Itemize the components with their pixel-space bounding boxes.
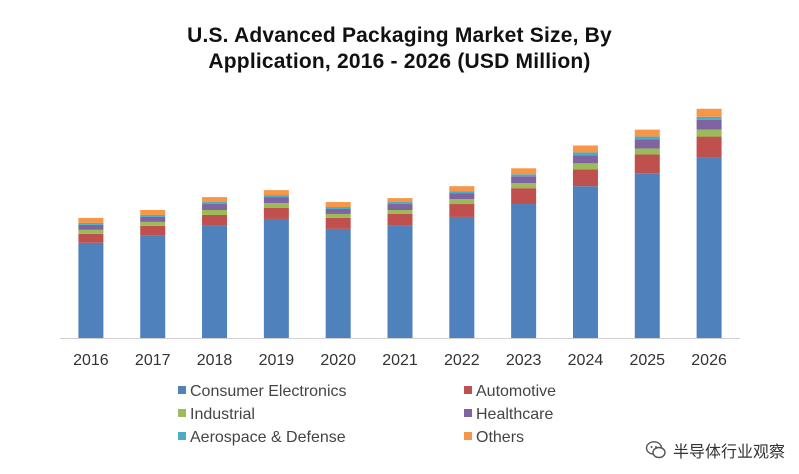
bar-2019-healthcare: [263, 197, 289, 204]
legend-label: Automotive: [476, 383, 556, 400]
bar-2019-industrial: [263, 203, 289, 209]
bar-2021-automotive: [387, 213, 413, 226]
bar-2022-industrial: [449, 199, 475, 205]
watermark-text: 半导体行业观察: [672, 442, 785, 461]
bar-2019-aerospace-defense: [263, 195, 289, 198]
bar-2024-aerospace-defense: [572, 152, 598, 156]
bar-2026-healthcare: [696, 119, 722, 130]
legend-swatch: [464, 386, 472, 394]
bar-2024-others: [572, 145, 598, 153]
bar-2018-aerospace-defense: [202, 202, 228, 205]
bar-2026-consumer-electronics: [696, 157, 722, 338]
bar-2016-aerospace-defense: [78, 222, 104, 225]
x-tick-label: 2020: [320, 352, 356, 369]
bar-2022-automotive: [449, 204, 475, 217]
bar-2023-others: [511, 168, 537, 175]
bar-2016-healthcare: [78, 224, 104, 230]
bar-2017-others: [140, 209, 166, 215]
legend-swatch: [178, 409, 186, 417]
bar-2019-automotive: [263, 208, 289, 219]
legend-swatch: [464, 432, 472, 440]
legend-label: Others: [476, 429, 524, 446]
legend-label: Consumer Electronics: [190, 383, 347, 400]
bar-2018-automotive: [202, 214, 228, 226]
bar-2023-healthcare: [511, 176, 537, 184]
x-tick-label: 2026: [691, 352, 727, 369]
legend-swatch: [178, 432, 186, 440]
watermark: 半导体行业观察: [645, 438, 785, 462]
bar-2020-consumer-electronics: [325, 228, 351, 338]
bar-2020-others: [325, 202, 351, 208]
bar-2020-industrial: [325, 213, 351, 218]
x-tick-label: 2016: [73, 352, 109, 369]
bar-2018-others: [202, 197, 228, 203]
bar-2021-industrial: [387, 209, 413, 214]
bar-2025-industrial: [634, 148, 660, 155]
bar-2016-industrial: [78, 229, 104, 234]
bar-2018-healthcare: [202, 204, 228, 210]
bar-2017-automotive: [140, 225, 166, 236]
chart-title-line-2: Application, 2016 - 2026 (USD Million): [208, 50, 591, 73]
bar-2016-others: [78, 217, 104, 223]
bar-2025-consumer-electronics: [634, 173, 660, 338]
legend-label: Aerospace & Defense: [190, 429, 346, 446]
bar-2023-automotive: [511, 188, 537, 205]
bar-2025-others: [634, 129, 660, 137]
bar-2025-aerospace-defense: [634, 136, 660, 140]
legend-label: Healthcare: [476, 406, 553, 423]
bar-2017-industrial: [140, 221, 166, 226]
bar-2017-consumer-electronics: [140, 235, 166, 338]
bar-2026-industrial: [696, 129, 722, 137]
bar-2016-automotive: [78, 233, 104, 243]
bar-2018-consumer-electronics: [202, 225, 228, 338]
bar-2026-aerospace-defense: [696, 116, 722, 120]
bar-2019-consumer-electronics: [263, 218, 289, 338]
legend-swatch: [464, 409, 472, 417]
x-tick-label: 2017: [135, 352, 171, 369]
x-tick-label: 2024: [568, 352, 604, 369]
bar-2020-aerospace-defense: [325, 207, 351, 209]
bar-2023-industrial: [511, 183, 537, 189]
bar-2024-automotive: [572, 169, 598, 187]
wechat-icon: [645, 439, 667, 461]
x-tick-label: 2018: [197, 352, 233, 369]
legend-swatch: [178, 386, 186, 394]
bar-2018-industrial: [202, 209, 228, 215]
x-tick-label: 2025: [629, 352, 665, 369]
bar-2026-automotive: [696, 136, 722, 158]
x-tick-label: 2022: [444, 352, 480, 369]
bar-2021-others: [387, 198, 413, 203]
bar-2017-healthcare: [140, 216, 166, 222]
bar-2016-consumer-electronics: [78, 242, 104, 338]
bar-2024-industrial: [572, 163, 598, 170]
bar-2021-healthcare: [387, 204, 413, 210]
bar-2025-automotive: [634, 154, 660, 174]
bar-2020-automotive: [325, 217, 351, 229]
bar-2021-consumer-electronics: [387, 225, 413, 338]
bar-2022-healthcare: [449, 193, 475, 200]
bar-2025-healthcare: [634, 139, 660, 149]
bar-2024-healthcare: [572, 155, 598, 164]
bar-2024-consumer-electronics: [572, 186, 598, 338]
x-tick-label: 2019: [259, 352, 295, 369]
x-tick-label: 2023: [506, 352, 542, 369]
x-tick-label: 2021: [382, 352, 418, 369]
bar-2017-aerospace-defense: [140, 214, 166, 217]
bar-2020-healthcare: [325, 209, 351, 214]
bar-2023-consumer-electronics: [511, 204, 537, 338]
bar-2026-others: [696, 108, 722, 117]
bar-2023-aerospace-defense: [511, 174, 537, 177]
legend-label: Industrial: [190, 406, 255, 423]
bar-2022-others: [449, 186, 475, 192]
bar-2021-aerospace-defense: [387, 202, 413, 205]
bar-2019-others: [263, 190, 289, 196]
bar-2022-consumer-electronics: [449, 216, 475, 338]
chart-title-line-1: U.S. Advanced Packaging Market Size, By: [187, 24, 612, 47]
bar-2022-aerospace-defense: [449, 191, 475, 194]
